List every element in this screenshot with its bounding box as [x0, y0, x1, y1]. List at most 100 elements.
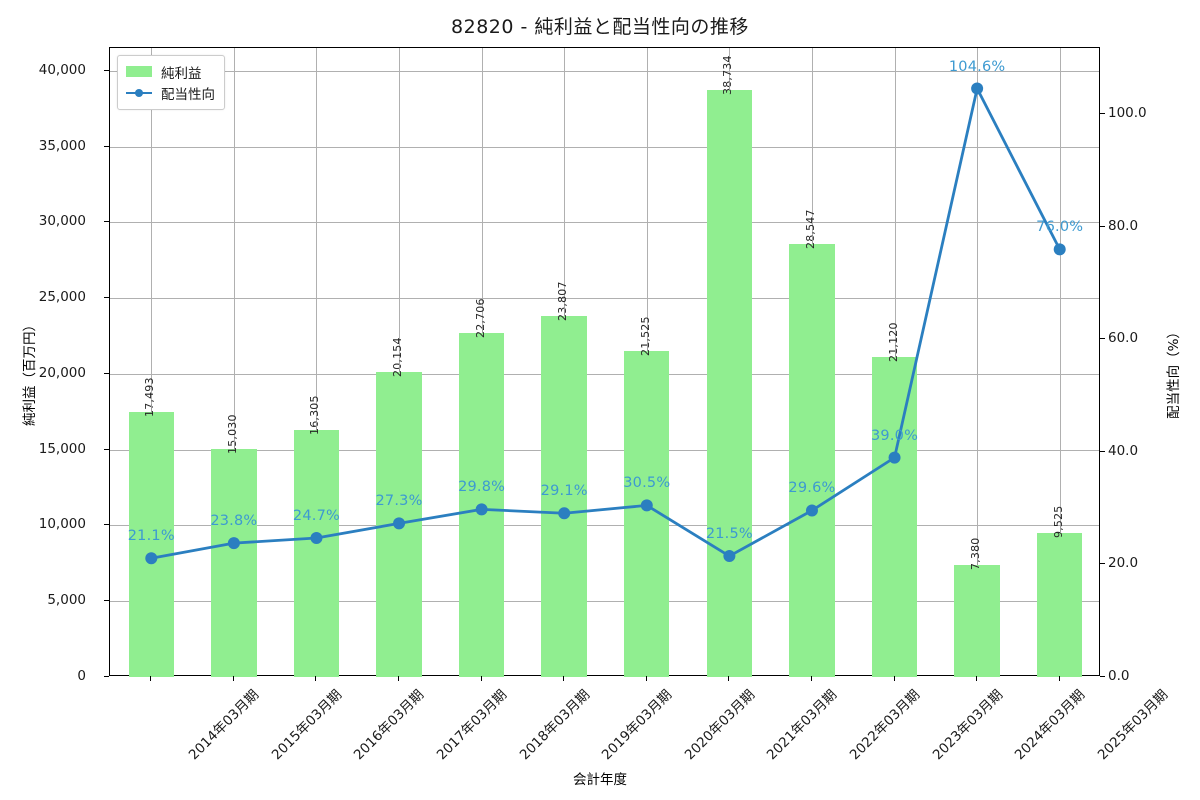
y-axis-right-tick-mark — [1100, 450, 1105, 452]
bar-value-label: 21,525 — [638, 316, 652, 356]
x-axis-tick-label: 2024年03月期 — [1011, 686, 1089, 764]
y-axis-left-tick-mark — [104, 676, 109, 677]
line-marker — [393, 517, 406, 530]
bar-value-label: 22,706 — [473, 298, 487, 338]
line-point-label: 29.6% — [788, 480, 836, 497]
gridline-vertical — [316, 48, 318, 675]
legend-bar-swatch-icon — [126, 66, 152, 77]
x-axis-tick-label: 2025年03月期 — [1094, 686, 1171, 764]
x-axis-tick-label: 2019年03月期 — [598, 686, 676, 764]
gridline-horizontal — [110, 70, 1099, 72]
line-point-label: 76.0% — [1036, 219, 1084, 236]
y-axis-left-tick-label: 15,000 — [38, 440, 86, 457]
gridline-vertical — [977, 48, 979, 675]
y-axis-left-tick-mark — [104, 600, 109, 602]
line-point-label: 21.1% — [127, 528, 175, 545]
bar-value-label: 9,525 — [1051, 505, 1065, 538]
y-axis-right-tick-label: 60.0 — [1108, 330, 1139, 347]
line-marker — [145, 552, 158, 565]
bar-value-label: 16,305 — [308, 395, 322, 435]
bar — [293, 429, 340, 677]
x-axis-tick-label: 2014年03月期 — [186, 686, 263, 764]
gridline-vertical — [399, 48, 401, 675]
y-axis-left-tick-label: 0 — [77, 668, 86, 684]
gridline-horizontal — [110, 449, 1099, 451]
x-axis-tick-mark — [315, 676, 317, 681]
x-axis-tick-mark — [893, 676, 895, 681]
bar — [541, 316, 587, 677]
gridline-horizontal — [110, 146, 1099, 148]
y-axis-left-tick-label: 30,000 — [38, 213, 86, 230]
legend-line-swatch-icon — [126, 87, 152, 98]
line-marker — [888, 451, 901, 464]
y-axis-left-tick-label: 10,000 — [38, 516, 86, 533]
y-axis-right-tick-label: 20.0 — [1108, 555, 1139, 572]
line-point-label: 104.6% — [948, 58, 1006, 75]
x-axis-tick-label: 2023年03月期 — [929, 686, 1006, 764]
bar-value-label: 21,120 — [886, 322, 900, 362]
x-axis-tick-label: 2022年03月期 — [846, 686, 924, 764]
line-marker — [558, 507, 571, 520]
bar-label-connector — [399, 363, 401, 372]
y-axis-right-tick-mark — [1100, 338, 1105, 340]
line-marker — [805, 504, 818, 517]
y-axis-left-tick-mark — [104, 448, 109, 450]
y-axis-right-label: 配当性向（%） — [1166, 325, 1182, 419]
x-axis-tick-mark — [810, 676, 812, 681]
y-axis-right-tick-label: 100.0 — [1108, 105, 1147, 122]
y-axis-right-tick-mark — [1100, 113, 1105, 115]
gridline-vertical — [1059, 48, 1061, 675]
bar-value-label: 38,734 — [721, 55, 735, 95]
bar-value-label: 7,380 — [969, 537, 983, 571]
bar-label-connector — [481, 324, 483, 333]
bar-label-connector — [894, 348, 896, 357]
y-axis-right-tick-label: 80.0 — [1108, 217, 1139, 234]
x-axis-tick-label: 2018年03月期 — [516, 686, 593, 764]
bar-label-connector — [151, 403, 153, 412]
y-axis-left-tick-label: 25,000 — [38, 289, 86, 306]
bar-label-connector — [811, 236, 813, 245]
bar — [706, 89, 753, 677]
line-point-label: 21.5% — [705, 526, 753, 543]
x-axis-tick-label: 2016年03月期 — [351, 686, 428, 764]
plot-area: 21.1% 23.8% 24.7% 27.3% 29.8% 29.1% 30.5% 21.5%… — [109, 47, 1100, 677]
line-point-label: 30.5% — [623, 475, 671, 492]
line-marker — [310, 532, 323, 545]
y-axis-right-tick-label: 40.0 — [1108, 442, 1139, 459]
gridline-horizontal — [110, 525, 1099, 527]
bar-label-connector — [316, 421, 318, 430]
bar-value-label: 20,154 — [391, 336, 405, 377]
bar-label-connector — [729, 81, 731, 90]
x-axis-tick-label: 2015年03月期 — [268, 686, 346, 764]
y-axis-left-tick-mark — [104, 221, 109, 223]
line-marker — [723, 550, 736, 563]
legend-label-net-profit: 純利益 — [161, 65, 202, 82]
bar-label-connector — [646, 342, 648, 351]
bar — [211, 449, 257, 677]
gridline-vertical — [151, 48, 153, 675]
x-axis-tick-mark — [232, 676, 234, 681]
line-series — [145, 82, 1066, 565]
gridline-vertical — [233, 48, 235, 675]
bar — [128, 411, 174, 677]
line-marker — [640, 499, 653, 512]
y-axis-left-tick-mark — [104, 297, 109, 299]
y-axis-left-tick-label: 40,000 — [38, 61, 86, 78]
bar — [1036, 532, 1083, 677]
bar-value-label: 15,030 — [225, 414, 239, 455]
bar-label-connector — [1059, 524, 1061, 533]
x-axis-tick-label: 2017年03月期 — [433, 686, 511, 764]
legend-label-payout-ratio: 配当性向 — [161, 86, 215, 103]
chart-title: 82820 - 純利益と配当性向の推移 — [451, 16, 749, 38]
bar-label-connector — [564, 308, 566, 317]
bar — [954, 565, 1000, 677]
legend-item-net-profit: 純利益 — [126, 61, 215, 82]
gridline-horizontal — [110, 601, 1099, 603]
line-point-label: 23.8% — [210, 513, 258, 530]
line-point-label: 29.1% — [540, 483, 588, 500]
bar-value-label: 17,493 — [143, 377, 157, 417]
y-axis-left-tick-mark — [104, 145, 109, 147]
y-axis-left-tick-label: 20,000 — [38, 364, 86, 381]
line-marker — [971, 82, 984, 95]
